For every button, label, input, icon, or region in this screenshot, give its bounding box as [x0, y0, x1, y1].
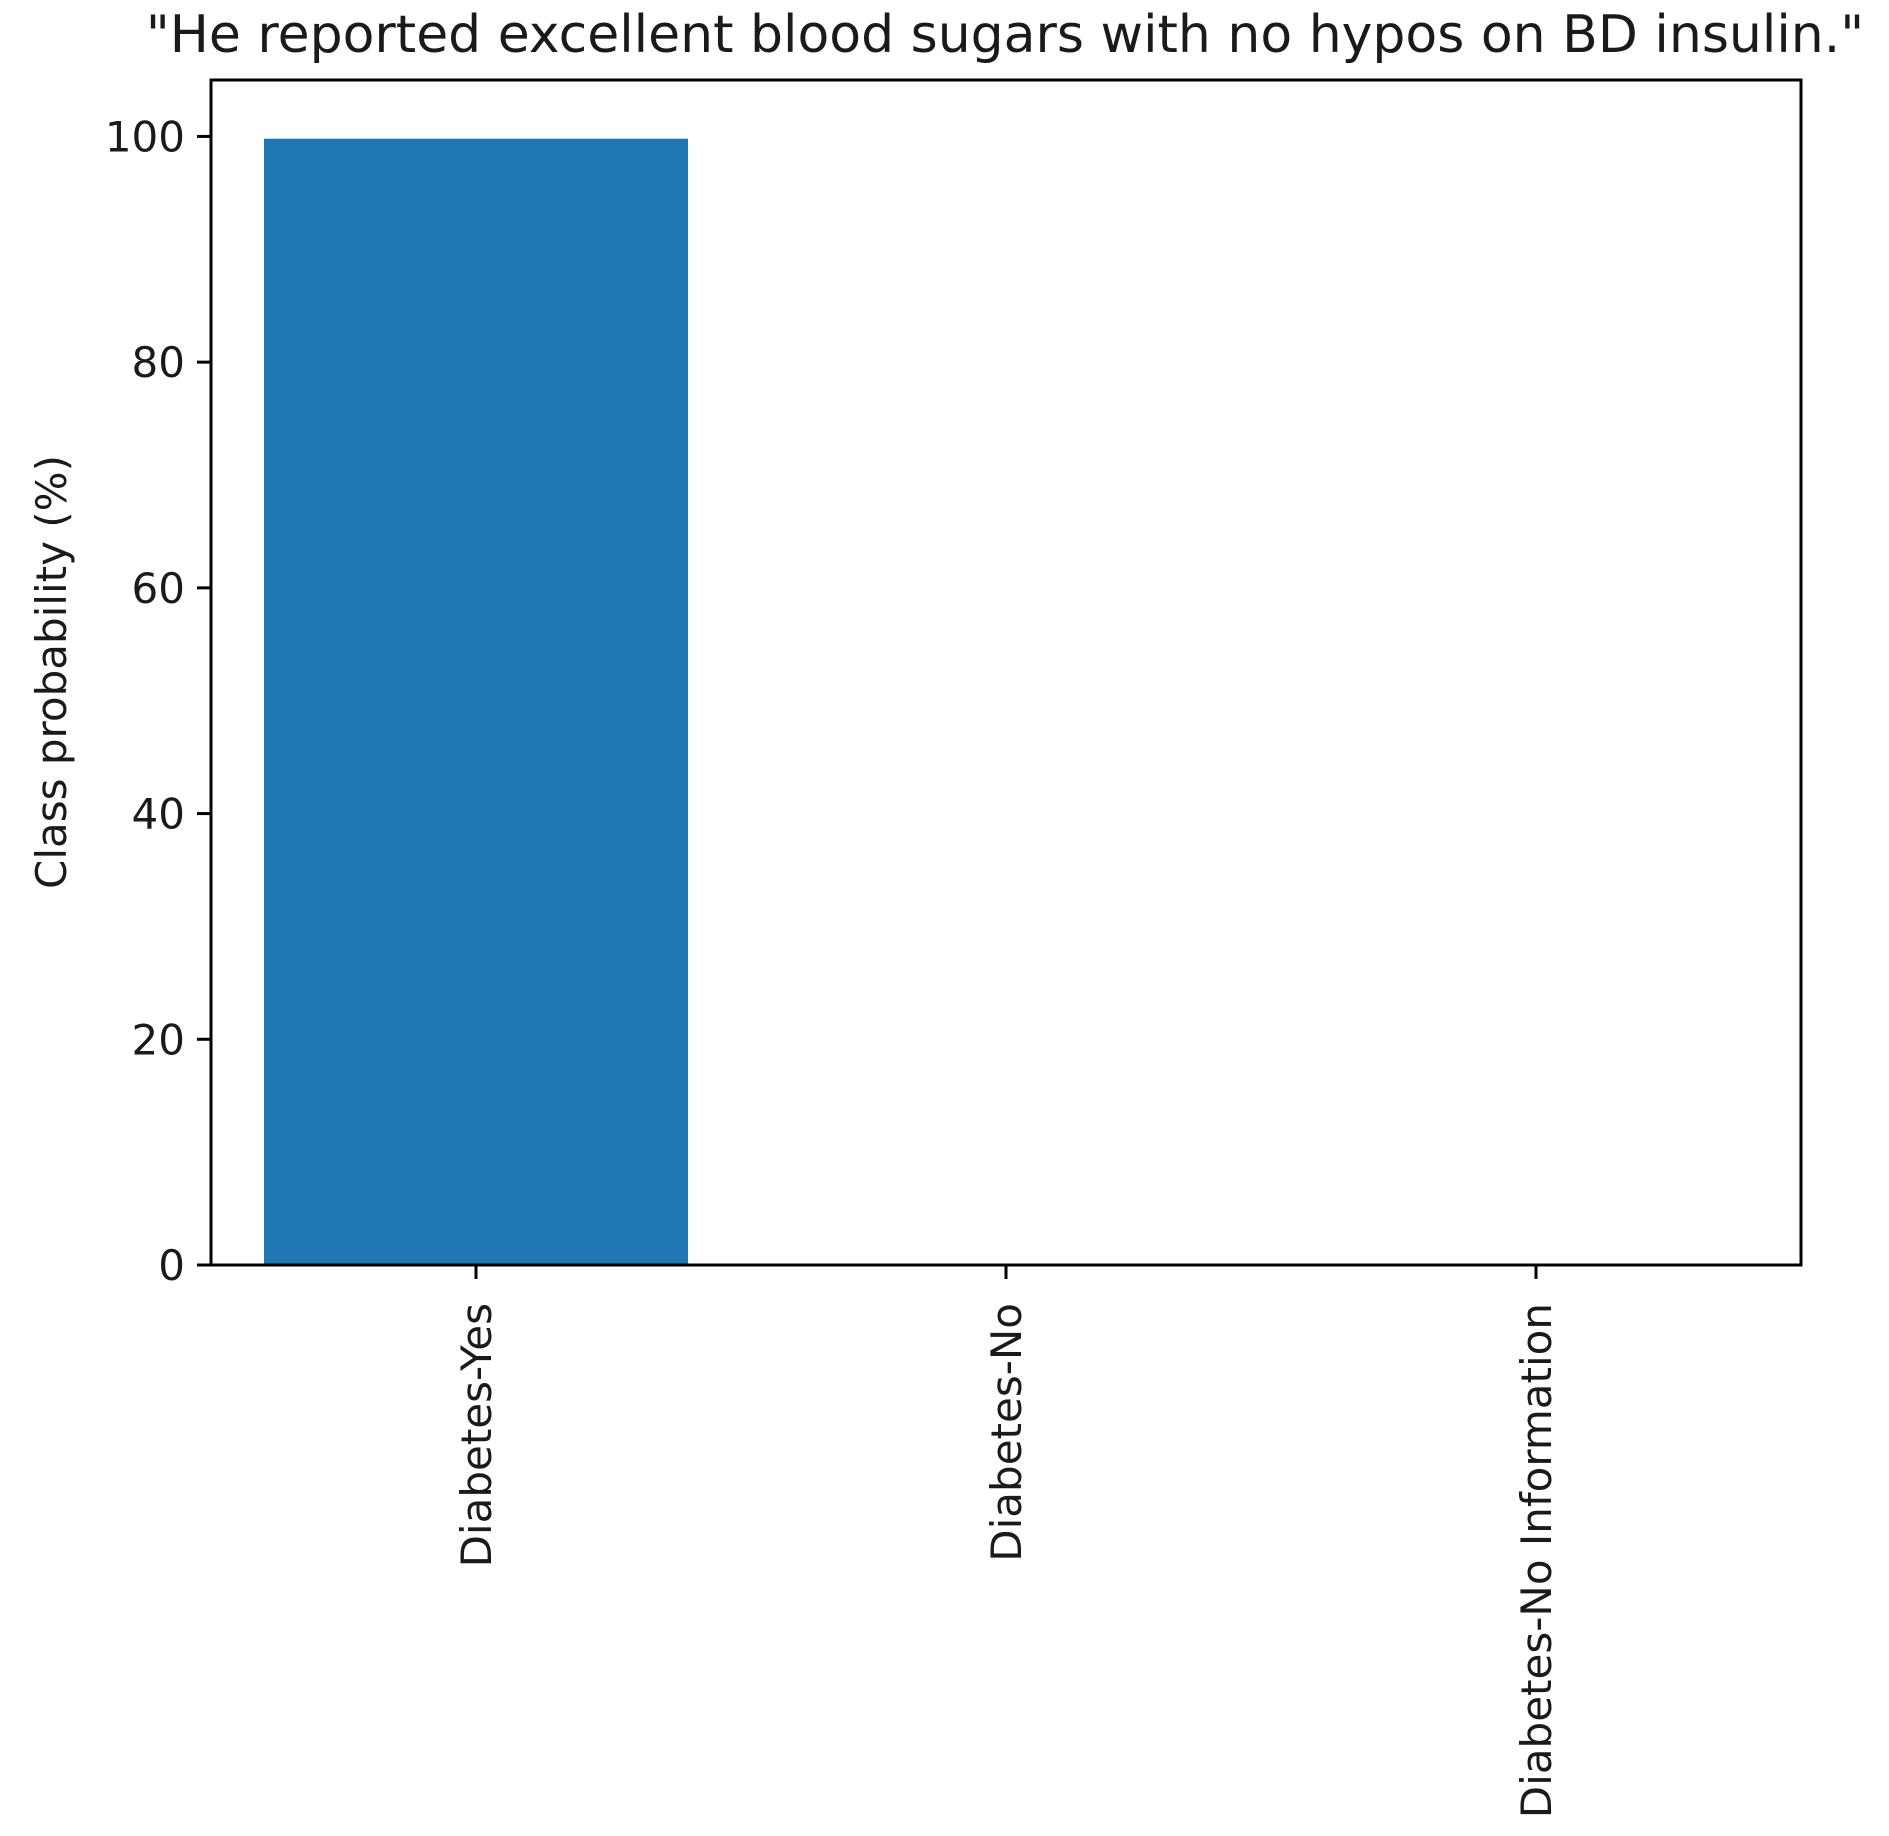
x-tick-label: Diabetes-No — [982, 1303, 1031, 1562]
x-tick-label: Diabetes-No Information — [1512, 1303, 1561, 1818]
y-tick-label: 20 — [132, 1015, 185, 1064]
bars-group — [264, 138, 1748, 1266]
chart-title: "He reported excellent blood sugars with… — [146, 5, 1864, 65]
y-tick-label: 0 — [158, 1241, 185, 1290]
y-axis-ticks: 0 20 40 60 80 100 — [105, 112, 211, 1290]
bar-diabetes-yes — [264, 138, 688, 1266]
y-tick-label: 40 — [132, 790, 185, 839]
y-axis-label: Class probability (%) — [27, 455, 76, 889]
y-tick-label: 100 — [105, 112, 185, 161]
x-tick-label: Diabetes-Yes — [452, 1303, 501, 1567]
plot-frame — [209, 78, 1803, 1267]
y-tick-label: 60 — [132, 564, 185, 613]
y-tick-label: 80 — [132, 338, 185, 387]
x-axis-ticks: Diabetes-Yes Diabetes-No Diabetes-No Infor… — [452, 1265, 1561, 1818]
